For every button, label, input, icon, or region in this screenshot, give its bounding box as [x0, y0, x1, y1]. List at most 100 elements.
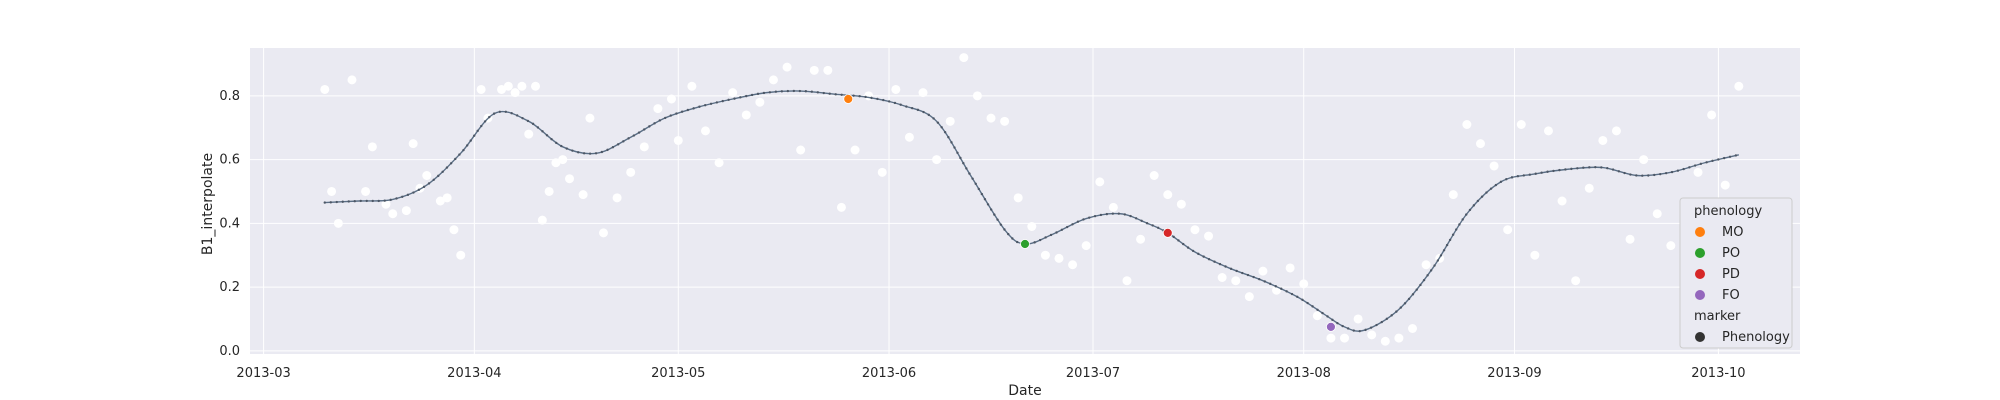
- interpolated-marker: [852, 94, 855, 97]
- interpolated-marker: [1263, 280, 1266, 283]
- raw-data-point: [741, 110, 751, 120]
- interpolated-marker: [1241, 271, 1244, 275]
- raw-data-point: [1312, 311, 1322, 321]
- interpolated-marker: [715, 101, 719, 104]
- interpolated-marker: [389, 198, 392, 202]
- interpolated-marker: [1476, 199, 1480, 203]
- interpolated-marker: [1038, 238, 1042, 242]
- legend-marker-fo: [1695, 290, 1705, 300]
- raw-data-point: [510, 88, 520, 98]
- interpolated-marker: [1044, 236, 1047, 239]
- interpolated-marker: [1306, 301, 1309, 305]
- interpolated-marker: [876, 97, 879, 101]
- interpolated-marker: [756, 92, 760, 96]
- legend-title: phenology: [1694, 204, 1762, 219]
- raw-data-point: [1013, 193, 1023, 203]
- interpolated-marker: [1436, 259, 1440, 262]
- raw-data-point: [599, 228, 609, 238]
- interpolated-marker: [1202, 255, 1205, 258]
- raw-data-point: [1639, 155, 1649, 165]
- raw-data-point: [1095, 177, 1105, 187]
- raw-data-point: [327, 186, 337, 196]
- interpolated-marker: [1301, 298, 1304, 302]
- raw-data-point: [1421, 260, 1431, 270]
- interpolated-marker: [406, 193, 410, 197]
- interpolated-marker: [377, 199, 380, 203]
- x-tick-label: 2013-09: [1487, 366, 1541, 381]
- interpolated-marker: [864, 95, 867, 99]
- raw-data-point: [1163, 190, 1173, 200]
- x-tick-label: 2013-04: [447, 366, 501, 381]
- interpolated-marker: [476, 129, 479, 133]
- raw-data-point: [1408, 324, 1417, 333]
- interpolated-marker: [1522, 174, 1526, 177]
- interpolated-marker: [1151, 224, 1154, 227]
- interpolated-marker: [1415, 288, 1418, 291]
- interpolated-marker: [996, 218, 999, 221]
- interpolated-marker: [916, 108, 920, 112]
- legend-label-phenology: Phenology: [1722, 330, 1790, 345]
- raw-data-point: [796, 145, 806, 155]
- interpolated-marker: [1407, 297, 1411, 301]
- interpolated-marker: [1617, 170, 1621, 173]
- legend-label-pd: PD: [1722, 267, 1740, 282]
- interpolated-marker: [1088, 216, 1091, 219]
- x-tick-label: 2013-08: [1277, 366, 1331, 381]
- legend-label-po: PO: [1722, 246, 1740, 261]
- interpolated-marker: [1066, 225, 1069, 229]
- grid: [250, 48, 1800, 354]
- raw-data-point: [347, 75, 357, 85]
- raw-data-point: [782, 62, 792, 72]
- interpolated-marker: [1411, 293, 1415, 296]
- interpolated-marker: [822, 91, 825, 95]
- interpolated-marker: [1426, 274, 1429, 277]
- interpolated-marker: [1468, 208, 1472, 212]
- interpolated-marker: [1011, 237, 1014, 240]
- x-tick-label: 2013-03: [236, 366, 290, 381]
- interpolated-marker: [1653, 173, 1656, 177]
- raw-data-point: [1543, 126, 1553, 136]
- y-tick-label: 0.6: [219, 153, 240, 168]
- interpolated-marker: [1369, 326, 1373, 329]
- interpolated-marker: [1049, 233, 1053, 237]
- raw-data-point: [578, 190, 588, 200]
- y-tick-label: 0.8: [219, 89, 240, 104]
- interpolated-marker: [1117, 212, 1121, 215]
- interpolated-marker: [1641, 174, 1644, 177]
- x-tick-label: 2013-07: [1066, 366, 1120, 381]
- interpolated-marker: [565, 147, 568, 150]
- legend-marker-mo: [1695, 227, 1705, 237]
- interpolated-marker: [383, 199, 386, 202]
- interpolated-marker: [993, 213, 996, 216]
- interpolated-marker: [870, 96, 873, 100]
- phenology-point-pd: [1162, 227, 1173, 238]
- raw-data-point: [687, 81, 697, 91]
- interpolated-marker: [648, 125, 651, 128]
- interpolated-marker: [798, 89, 802, 93]
- interpolated-marker: [977, 187, 981, 191]
- interpolated-marker: [1207, 258, 1211, 261]
- interpolated-marker: [1156, 226, 1160, 229]
- raw-data-point: [388, 209, 398, 219]
- interpolated-marker: [571, 149, 574, 152]
- interpolated-marker: [1191, 249, 1195, 253]
- interpolated-marker: [545, 134, 549, 137]
- interpolated-marker: [437, 174, 440, 178]
- raw-data-point: [408, 139, 418, 149]
- interpolated-marker: [983, 198, 987, 201]
- raw-data-point: [333, 218, 343, 228]
- raw-data-point: [585, 113, 595, 123]
- interpolated-marker: [445, 166, 449, 169]
- interpolated-line-path: [324, 90, 1739, 332]
- interpolated-marker: [1429, 269, 1433, 272]
- raw-data-point: [1285, 263, 1295, 273]
- phenology-points: [843, 94, 1336, 332]
- interpolated-marker: [1246, 273, 1250, 277]
- interpolated-marker: [441, 170, 444, 173]
- plot-background: [250, 48, 1800, 354]
- interpolated-marker: [1688, 166, 1691, 169]
- raw-data-point: [809, 65, 819, 75]
- raw-data-point: [1027, 222, 1037, 231]
- interpolated-marker: [1494, 183, 1498, 187]
- interpolated-marker: [1290, 292, 1294, 296]
